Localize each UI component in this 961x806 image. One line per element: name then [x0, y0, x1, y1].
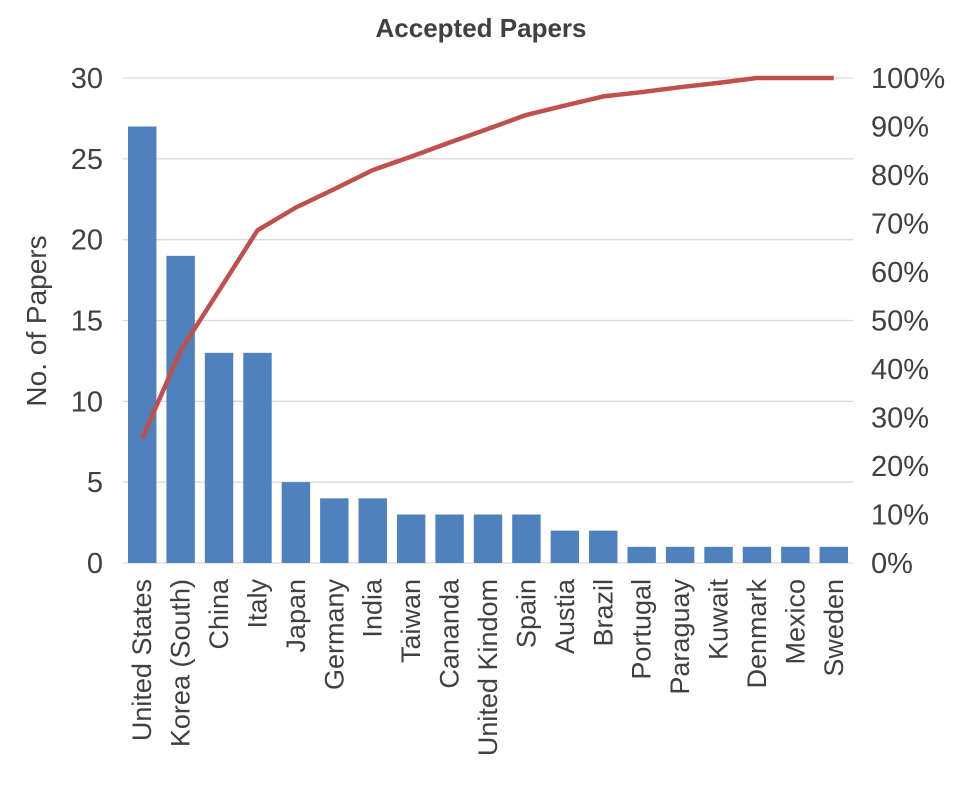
bar [550, 530, 580, 563]
y2-tick-label: 30% [871, 403, 929, 435]
x-category-label: United Kindom [473, 579, 503, 756]
y-tick-label: 25 [71, 144, 103, 176]
x-category-label: Brazil [588, 579, 618, 647]
x-category-label: Sweden [819, 579, 849, 677]
y-tick-label: 5 [87, 467, 103, 499]
x-category-label: Mexico [780, 579, 810, 665]
bar [781, 546, 810, 563]
y-axis-label: No. of Papers [21, 235, 52, 406]
x-category-label: Spain [511, 579, 541, 648]
y2-tick-label: 40% [871, 354, 929, 386]
y2-tick-label: 100% [871, 63, 945, 95]
bar [473, 514, 503, 563]
y2-tick-label: 50% [871, 306, 929, 338]
bar [358, 498, 387, 563]
bar [742, 546, 772, 563]
x-category-label: Korea (South) [166, 579, 196, 747]
x-category-label: Taiwan [396, 579, 426, 663]
y2-tick-label: 90% [871, 112, 929, 144]
y2-tick-label: 60% [871, 257, 929, 289]
bar [512, 514, 541, 563]
bar [320, 498, 349, 563]
y-tick-label: 30 [71, 63, 103, 95]
x-axis-category-labels: United States Korea (South) China Italy Japa… [127, 578, 849, 756]
cumulative-line [140, 75, 834, 440]
x-category-label: Italy [243, 579, 273, 629]
x-category-label: Denmark [742, 579, 772, 689]
y2-tick-label: 0% [871, 548, 913, 580]
x-category-label: United States [127, 579, 157, 741]
bar [435, 514, 464, 563]
bar [627, 546, 656, 563]
x-category-label: China [204, 578, 234, 650]
y2-tick-label: 10% [871, 500, 929, 532]
bar [589, 530, 618, 563]
bar [127, 126, 157, 563]
y2-tick-label: 80% [871, 160, 929, 192]
y2-tick-label: 20% [871, 451, 929, 483]
bar [704, 546, 733, 563]
x-category-label: Japan [281, 579, 311, 653]
chart-title: Accepted Papers [376, 13, 587, 43]
left-y-axis-ticks: 0 5 10 15 20 25 30 [71, 63, 103, 580]
x-category-label: Germany [319, 579, 349, 691]
y-tick-label: 10 [71, 386, 103, 418]
y2-tick-label: 70% [871, 209, 929, 241]
y-tick-label: 0 [87, 548, 103, 580]
bar [166, 255, 195, 564]
x-category-label: Cananda [435, 578, 465, 689]
bar [665, 546, 695, 563]
x-category-label: Austia [550, 578, 580, 654]
bar [281, 482, 311, 563]
x-category-label: Portugal [627, 579, 657, 680]
cumulative-line-series [140, 75, 834, 440]
bar [243, 352, 272, 563]
bar-series [127, 126, 849, 564]
bar [396, 514, 426, 563]
x-category-label: India [358, 578, 388, 638]
bar [204, 352, 234, 563]
y-tick-label: 15 [71, 306, 103, 338]
x-category-label: Kuwait [704, 579, 734, 661]
right-y-axis-ticks: 0% 10% 20% 30% 40% 50% 60% 70% 80% 90% 100% [871, 63, 945, 580]
bar [819, 546, 849, 563]
y-tick-label: 20 [71, 225, 103, 257]
x-category-label: Paraguay [665, 579, 695, 695]
